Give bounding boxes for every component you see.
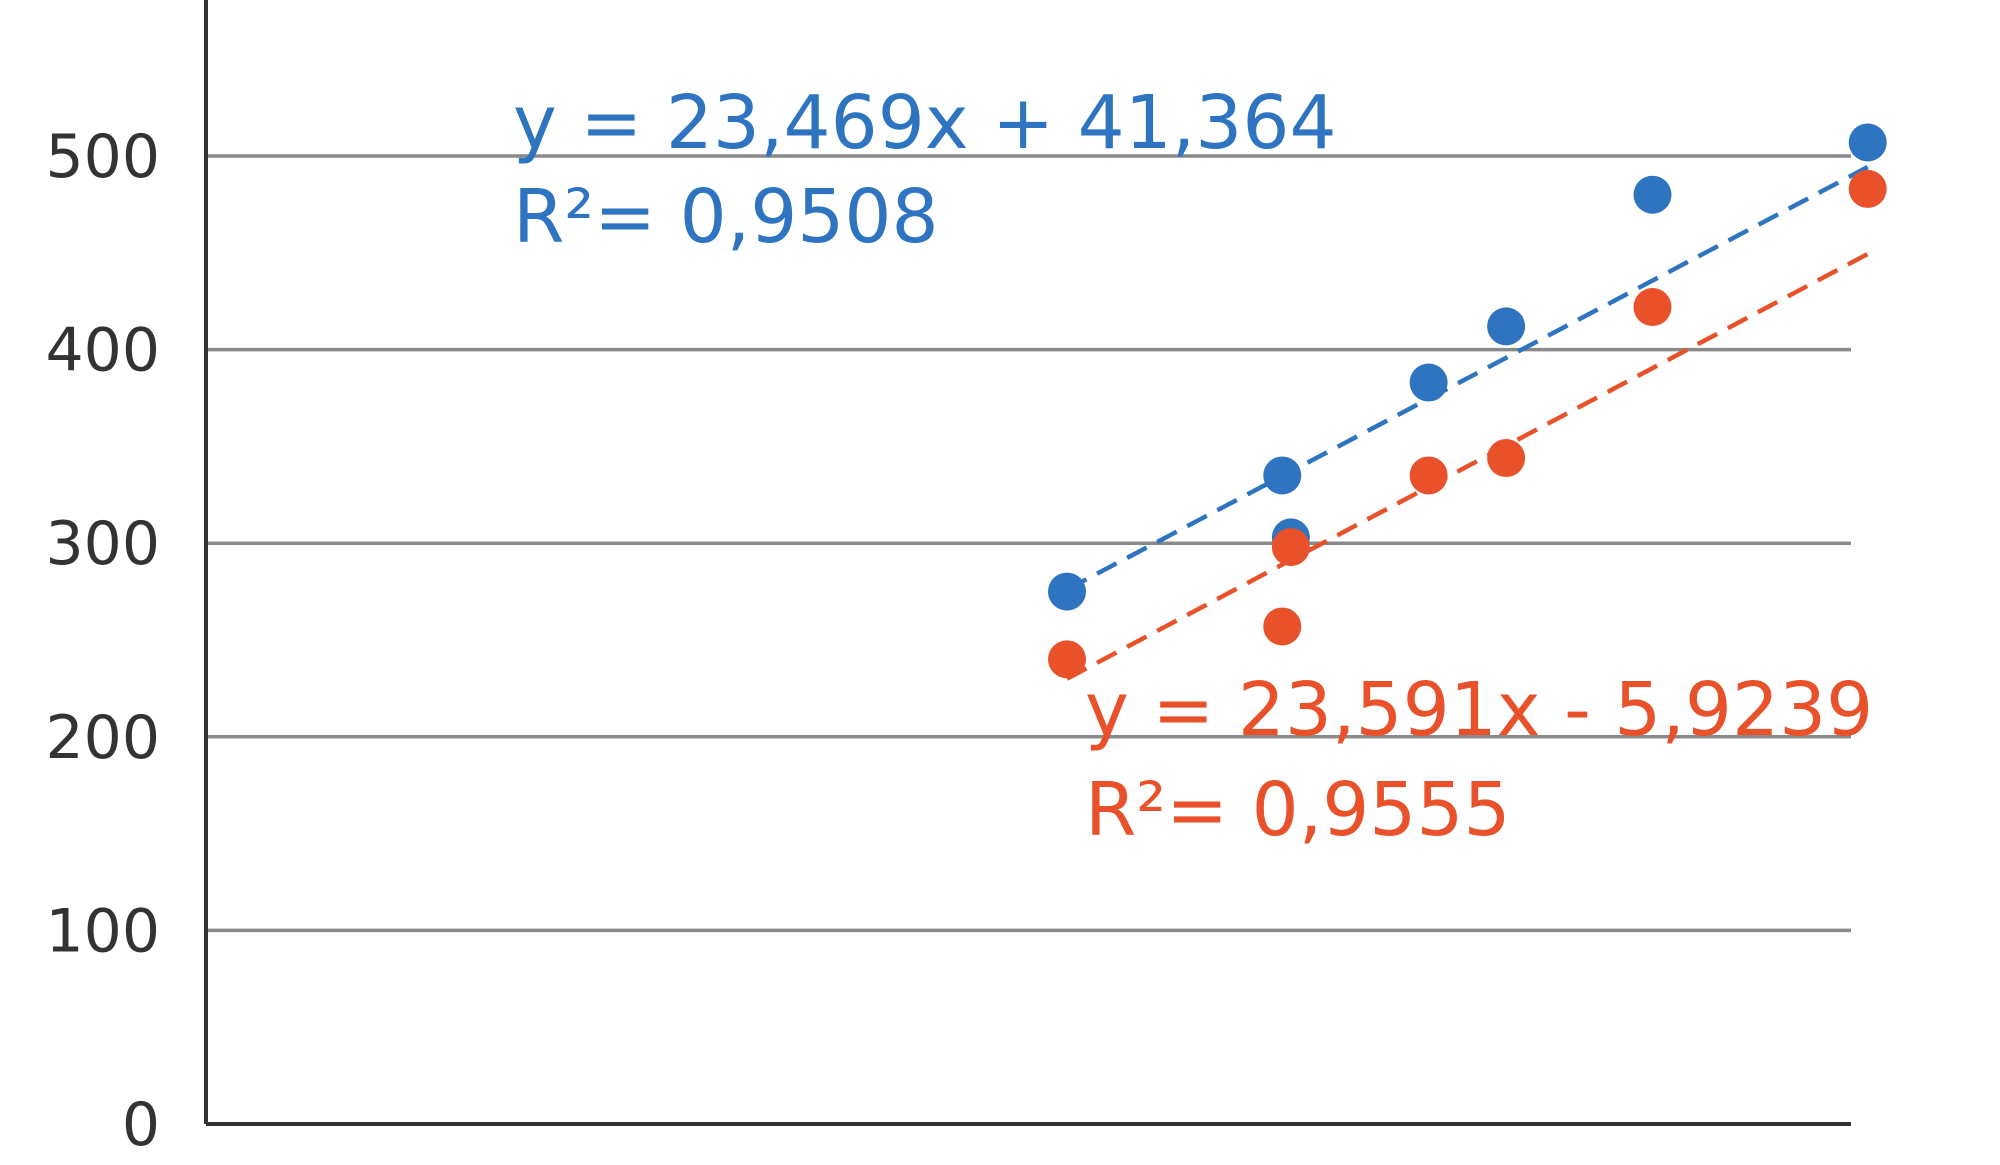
- trendlines: [1065, 165, 1869, 681]
- trendline-series-2: [1065, 252, 1869, 681]
- gridlines: [206, 154, 1851, 933]
- data-point-series-1: [1048, 572, 1086, 611]
- data-point-series-2: [1848, 169, 1887, 208]
- orange-r2-label: R²= 0,9555: [1085, 767, 1511, 853]
- data-point-series-2: [1263, 607, 1302, 646]
- data-point-series-1: [1633, 175, 1672, 214]
- y-tick-label: 400: [45, 316, 160, 386]
- y-tick-label: 200: [45, 703, 160, 773]
- data-point-series-1: [1263, 456, 1302, 495]
- data-point-series-1: [1487, 307, 1526, 346]
- data-point-series-2: [1048, 640, 1086, 679]
- data-point-series-2: [1271, 528, 1310, 567]
- orange-equation-label: y = 23,591x - 5,9239: [1085, 667, 1873, 753]
- y-axis-ticks: 0 100 200 300 400 500: [45, 122, 160, 1160]
- data-points: [1048, 123, 1887, 679]
- y-tick-label: 100: [45, 896, 160, 966]
- y-tick-label: 300: [45, 509, 160, 579]
- data-point-series-1: [1848, 123, 1887, 162]
- data-point-series-2: [1633, 288, 1672, 327]
- data-point-series-2: [1409, 456, 1448, 495]
- blue-r2-label: R²= 0,9508: [513, 174, 939, 260]
- data-point-series-2: [1487, 439, 1526, 478]
- blue-equation-label: y = 23,469x + 41,364: [513, 80, 1337, 166]
- trendline-series-1: [1065, 165, 1869, 592]
- data-point-series-1: [1409, 363, 1448, 402]
- y-tick-label: 500: [45, 122, 160, 192]
- y-tick-label: 0: [122, 1090, 160, 1160]
